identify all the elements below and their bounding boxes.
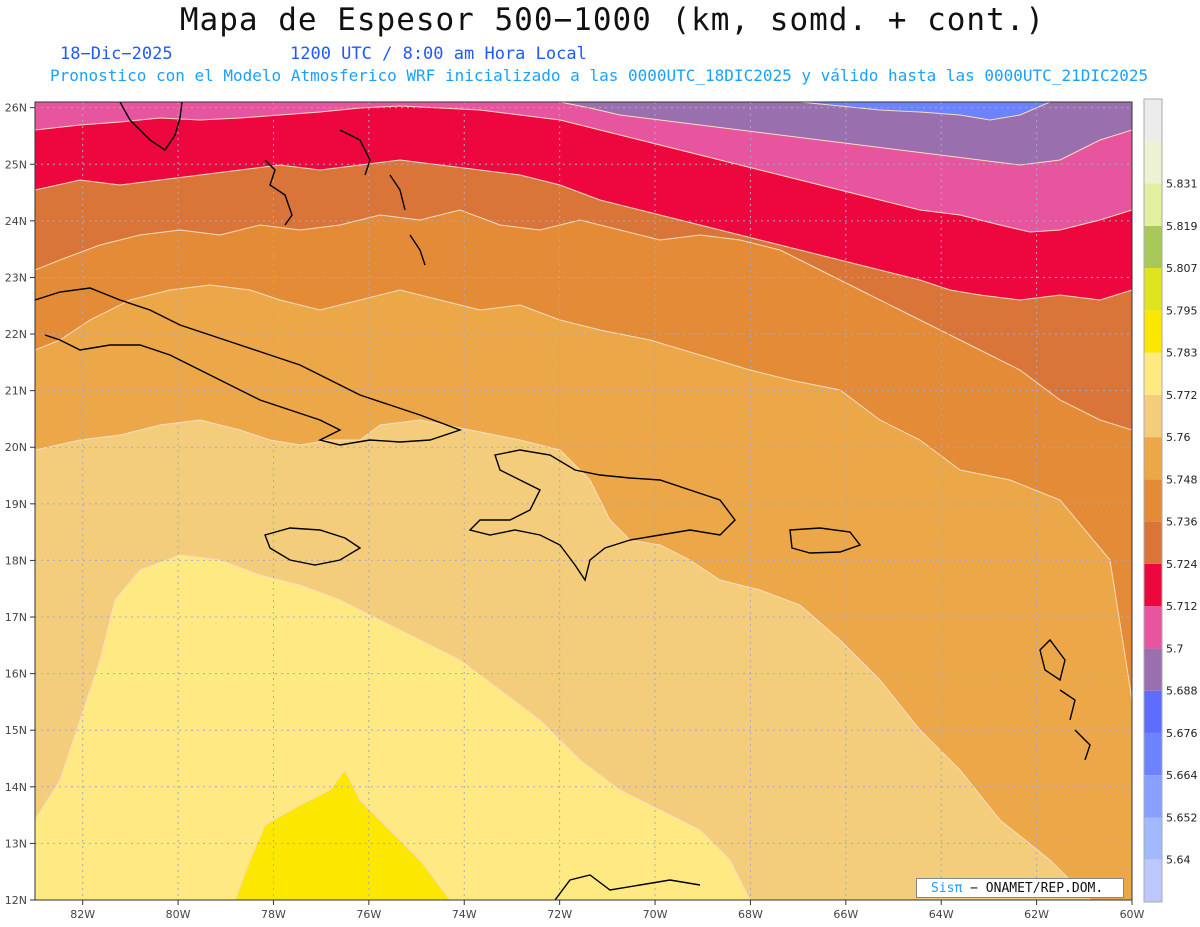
lat-tick-label: 26N (5, 102, 27, 115)
lat-tick-label: 17N (5, 611, 27, 624)
lon-tick-label: 66W (833, 908, 858, 921)
lon-tick-label: 76W (356, 908, 381, 921)
lon-tick-label: 64W (929, 908, 954, 921)
colorbar-label: 5.688 (1166, 685, 1198, 698)
lat-tick-label: 12N (5, 894, 27, 907)
credit-brand: Sisπ (931, 881, 963, 896)
colorbar-label: 5.807 (1166, 262, 1198, 275)
lat-tick-label: 14N (5, 781, 27, 794)
colorbar-swatch (1144, 859, 1162, 902)
band-5-76 (35, 554, 751, 900)
credit-text: − ONAMET/REP.DOM. (970, 881, 1104, 896)
colorbar-swatch (1144, 437, 1162, 480)
lat-tick-label: 21N (5, 385, 27, 398)
lon-tick-label: 80W (166, 908, 191, 921)
colorbar-label: 5.712 (1166, 600, 1198, 613)
lesser-antilles (1074, 729, 1091, 761)
cuba-coast (35, 287, 463, 446)
colorbar-swatch (1144, 352, 1162, 395)
lesser-antilles (1039, 638, 1066, 682)
bahamas-island (339, 129, 371, 176)
colorbar-label: 5.676 (1166, 727, 1198, 740)
forecast-date: 18−Dic−2025 (60, 44, 173, 64)
colorbar-label: 5.664 (1166, 769, 1198, 782)
map-frame (34, 101, 1133, 901)
colorbar-label: 5.795 (1166, 304, 1198, 317)
lon-tick-label: 70W (643, 908, 668, 921)
puerto-rico-coast (789, 527, 862, 554)
lat-tick-label: 23N (5, 271, 27, 284)
colorbar-label: 5.831 (1166, 178, 1198, 191)
colorbar-label: 5.64 (1166, 854, 1191, 867)
lat-tick-label: 18N (5, 554, 27, 567)
coastlines (35, 102, 1091, 900)
colorbar-swatch (1144, 183, 1162, 226)
colorbar-swatch (1144, 479, 1162, 522)
colorbar-swatch (1144, 268, 1162, 311)
colorbar-swatch (1144, 775, 1162, 818)
colorbar-swatch (1144, 310, 1162, 353)
lon-tick-label: 60W (1120, 908, 1145, 921)
lon-tick-label: 78W (261, 908, 286, 921)
lat-tick-label: 13N (5, 837, 27, 850)
colorbar-swatch (1144, 606, 1162, 649)
south-america-coast (554, 874, 701, 900)
lat-tick-label: 24N (5, 215, 27, 228)
colorbar-swatch (1144, 394, 1162, 438)
lesser-antilles (1059, 689, 1076, 721)
lon-tick-label: 82W (70, 908, 95, 921)
colorbar-label: 5.783 (1166, 347, 1198, 360)
colorbar-swatch (1144, 521, 1162, 564)
bahamas-island (409, 234, 426, 266)
bahamas-island (264, 159, 293, 226)
colorbar-label: 5.819 (1166, 220, 1198, 233)
colorbar-swatch (1144, 817, 1162, 860)
band-5-772 (234, 769, 451, 900)
credit-box: Sisπ − ONAMET/REP.DOM. (916, 878, 1124, 898)
lon-axis: 82W 80W 78W 76W 74W 72W 70W 68W 66W 64W 62W 60W (70, 900, 1145, 921)
lat-tick-label: 19N (5, 498, 27, 511)
colorbar-swatch (1144, 225, 1162, 269)
hispaniola-coast (468, 449, 736, 582)
bahamas-island (389, 174, 406, 211)
colorbar-label: 5.748 (1166, 473, 1198, 486)
colorbar-swatch (1144, 99, 1162, 142)
colorbar-label: 5.76 (1166, 431, 1191, 444)
colorbar-swatch (1144, 141, 1162, 184)
colorbar-frame (1143, 98, 1163, 903)
colorbar-swatch (1144, 563, 1162, 607)
lat-tick-label: 20N (5, 441, 27, 454)
colorbar-label: 5.724 (1166, 558, 1198, 571)
florida-coast (119, 102, 183, 151)
map-title: Mapa de Espesor 500−1000 (km, somd. + co… (179, 2, 1046, 38)
lat-axis: 26N 25N 24N 23N 22N 21N 20N 19N 18N 17N 16N 15N 14N 1… (5, 102, 35, 907)
lat-tick-label: 15N (5, 724, 27, 737)
colorbar-label: 5.7 (1166, 642, 1184, 655)
forecast-subtitle: Pronostico con el Modelo Atmosferico WRF… (50, 66, 1149, 85)
lon-tick-label: 68W (738, 908, 763, 921)
colorbar: 5.64 5.652 5.664 5.676 5.688 5.7 5.712 5.724 5.7… (1143, 98, 1198, 903)
lat-tick-label: 22N (5, 328, 27, 341)
colorbar-label: 5.652 (1166, 811, 1198, 824)
lat-tick-label: 25N (5, 158, 27, 171)
colorbar-label: 5.736 (1166, 516, 1198, 529)
jamaica-coast (264, 527, 362, 566)
colorbar-swatch (1144, 690, 1162, 733)
forecast-time: 1200 UTC / 8:00 am Hora Local (290, 44, 587, 64)
colorbar-label: 5.772 (1166, 389, 1198, 402)
lon-tick-label: 62W (1024, 908, 1049, 921)
lat-tick-label: 16N (5, 668, 27, 681)
graticule (35, 102, 1132, 900)
lon-tick-label: 74W (452, 908, 477, 921)
band-5-664 (799, 102, 1051, 121)
lon-tick-label: 72W (547, 908, 572, 921)
colorbar-swatch (1144, 648, 1162, 691)
thickness-fill-layer (35, 102, 1132, 900)
colorbar-swatch (1144, 732, 1162, 776)
